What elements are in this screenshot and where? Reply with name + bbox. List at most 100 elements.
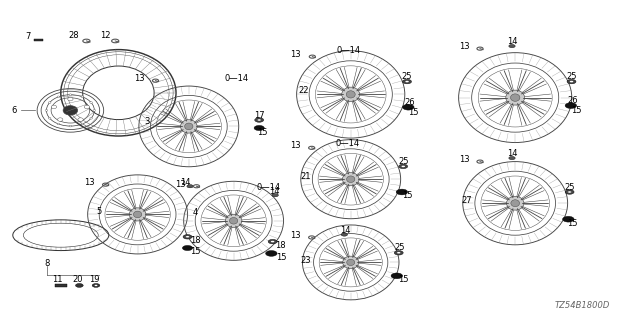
Text: 13: 13 (460, 155, 470, 164)
Ellipse shape (347, 176, 355, 182)
Text: 18: 18 (190, 236, 200, 245)
Text: 4: 4 (193, 208, 198, 217)
Text: 15: 15 (276, 253, 287, 262)
Text: 15: 15 (190, 247, 200, 256)
Circle shape (509, 44, 515, 48)
Text: 25: 25 (401, 72, 412, 81)
Ellipse shape (342, 256, 359, 268)
Text: 23: 23 (301, 256, 311, 265)
Circle shape (268, 239, 277, 244)
Text: 6: 6 (12, 106, 17, 115)
Circle shape (399, 164, 408, 169)
Ellipse shape (48, 117, 51, 119)
Text: 13: 13 (134, 74, 145, 83)
Circle shape (567, 79, 576, 84)
Circle shape (391, 273, 403, 279)
Ellipse shape (81, 123, 84, 125)
Circle shape (255, 118, 264, 122)
Circle shape (394, 251, 403, 255)
Text: 13: 13 (291, 50, 301, 59)
Circle shape (405, 81, 409, 83)
Text: 15: 15 (568, 219, 578, 228)
Ellipse shape (69, 125, 72, 127)
Text: 26: 26 (568, 96, 578, 105)
Ellipse shape (84, 105, 90, 109)
Text: TZ54B1800D: TZ54B1800D (555, 301, 610, 310)
Ellipse shape (57, 123, 60, 125)
FancyBboxPatch shape (34, 39, 43, 41)
Circle shape (397, 252, 401, 254)
Text: 20: 20 (73, 276, 83, 284)
Ellipse shape (506, 196, 524, 210)
Ellipse shape (93, 109, 96, 111)
Circle shape (341, 233, 348, 236)
Text: 0—14: 0—14 (335, 139, 360, 148)
Circle shape (509, 156, 515, 160)
Text: 14: 14 (340, 226, 351, 235)
Circle shape (254, 125, 264, 131)
Circle shape (565, 103, 577, 108)
Circle shape (94, 284, 98, 286)
Ellipse shape (225, 214, 242, 228)
Circle shape (92, 284, 100, 287)
Ellipse shape (342, 87, 360, 102)
Text: 5: 5 (97, 207, 102, 216)
Ellipse shape (63, 106, 77, 115)
Ellipse shape (230, 218, 237, 224)
Text: 13: 13 (460, 42, 470, 51)
Text: 15: 15 (408, 108, 419, 116)
Text: 15: 15 (398, 275, 408, 284)
Circle shape (401, 165, 405, 167)
Text: 12: 12 (100, 31, 111, 40)
Text: 11: 11 (52, 276, 63, 284)
Ellipse shape (51, 105, 56, 109)
Ellipse shape (81, 96, 84, 98)
Ellipse shape (129, 208, 146, 221)
Text: 25: 25 (398, 157, 408, 166)
Ellipse shape (180, 120, 197, 133)
Text: 25: 25 (566, 72, 577, 81)
Text: 13: 13 (84, 178, 95, 187)
Circle shape (182, 245, 193, 251)
Circle shape (266, 251, 277, 256)
Circle shape (565, 190, 574, 194)
Text: 13: 13 (291, 231, 301, 240)
Text: 0—14: 0—14 (337, 46, 361, 55)
Circle shape (563, 216, 574, 222)
Text: 26: 26 (404, 98, 415, 107)
Text: 13: 13 (175, 180, 186, 188)
Circle shape (183, 235, 192, 239)
Ellipse shape (90, 102, 93, 103)
Ellipse shape (48, 102, 51, 103)
Text: 15: 15 (402, 191, 412, 200)
Ellipse shape (511, 94, 520, 101)
Text: 0—14: 0—14 (257, 183, 281, 192)
Text: 7: 7 (26, 32, 31, 41)
Ellipse shape (342, 172, 359, 186)
Text: 14: 14 (507, 149, 517, 158)
Ellipse shape (511, 200, 520, 207)
FancyBboxPatch shape (54, 284, 67, 287)
Ellipse shape (185, 123, 193, 130)
Text: 25: 25 (395, 244, 405, 252)
Circle shape (271, 241, 275, 243)
Ellipse shape (346, 91, 355, 98)
Text: 25: 25 (564, 183, 575, 192)
Ellipse shape (506, 90, 525, 105)
Text: 27: 27 (462, 196, 472, 204)
Circle shape (396, 189, 408, 195)
Circle shape (570, 81, 573, 83)
Ellipse shape (57, 96, 60, 98)
Ellipse shape (134, 211, 141, 218)
Text: 3: 3 (145, 117, 150, 126)
Circle shape (568, 191, 572, 193)
Circle shape (403, 79, 412, 84)
Ellipse shape (68, 97, 73, 101)
Text: 22: 22 (299, 86, 309, 95)
Circle shape (403, 104, 414, 110)
Text: 14: 14 (507, 37, 517, 46)
Text: 21: 21 (301, 172, 311, 181)
Ellipse shape (347, 259, 355, 266)
Circle shape (257, 119, 261, 121)
Text: 13: 13 (291, 141, 301, 150)
